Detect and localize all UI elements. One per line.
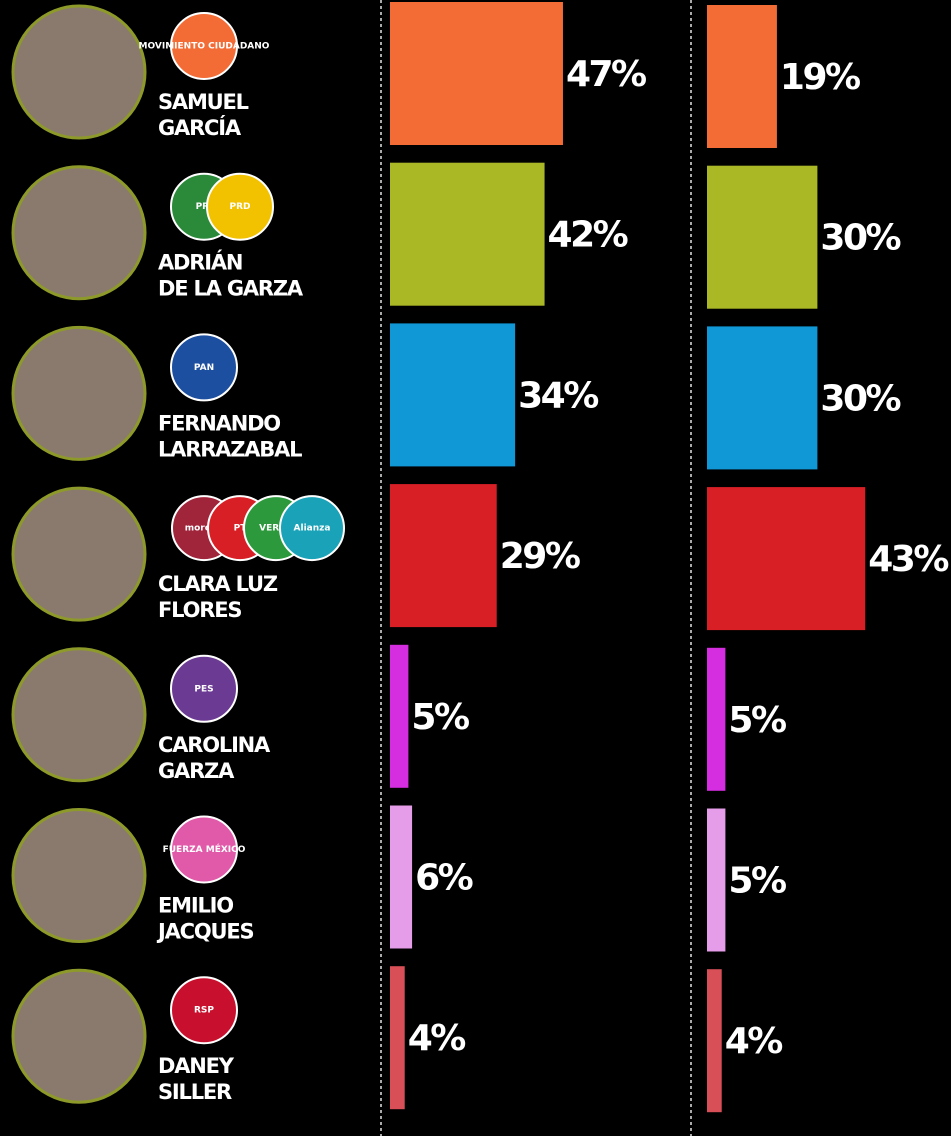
candidate-name: EMILIO — [158, 894, 233, 918]
value-label: 5% — [411, 697, 469, 738]
candidate-photo — [13, 6, 145, 138]
value-label: 6% — [415, 858, 473, 899]
bar — [390, 484, 497, 627]
bar — [390, 2, 563, 145]
candidate-name: SILLER — [158, 1080, 232, 1104]
bar — [390, 323, 515, 466]
bar — [707, 5, 777, 148]
candidate-name: CLARA LUZ — [158, 572, 278, 596]
party-name: PRD — [230, 202, 251, 212]
party-name: PES — [194, 684, 213, 694]
value-label: 29% — [500, 536, 580, 577]
value-label: 43% — [868, 539, 948, 580]
candidate-name: GARCÍA — [158, 115, 242, 140]
candidate-photo — [13, 970, 145, 1102]
bar — [707, 969, 722, 1112]
party-name: MOVIMIENTO CIUDADANO — [139, 42, 270, 52]
bar — [390, 645, 408, 788]
bar — [390, 966, 405, 1109]
party-name: RSP — [194, 1006, 214, 1016]
candidate-name: JACQUES — [156, 920, 254, 944]
candidate-photo — [13, 167, 145, 299]
candidate-name: LARRAZABAL — [158, 437, 302, 461]
value-label: 34% — [518, 375, 598, 416]
candidate-name: FERNANDO — [158, 411, 280, 435]
party-name: Alianza — [294, 524, 331, 534]
value-label: 42% — [548, 215, 628, 256]
bar — [707, 166, 817, 309]
candidate-name: DE LA GARZA — [158, 277, 304, 301]
candidate-name: SAMUEL — [158, 90, 249, 114]
candidate-name: CAROLINA — [158, 733, 271, 757]
candidate-photo — [13, 488, 145, 620]
bar — [707, 809, 725, 952]
value-label: 19% — [780, 57, 860, 98]
bar — [390, 163, 545, 306]
candidate-name: FLORES — [158, 598, 241, 622]
candidate-name: GARZA — [158, 759, 235, 783]
candidate-name: ADRIÁN — [158, 250, 242, 275]
bar — [390, 806, 412, 949]
value-label: 4% — [725, 1021, 783, 1062]
value-label: 4% — [408, 1018, 466, 1059]
party-name: PAN — [194, 363, 214, 373]
value-label: 47% — [566, 54, 646, 95]
bar — [707, 326, 817, 469]
candidate-photo — [13, 649, 145, 781]
candidate-photo — [13, 810, 145, 942]
value-label: 5% — [728, 700, 786, 741]
bar — [707, 648, 725, 791]
value-label: 30% — [820, 378, 900, 419]
value-label: 30% — [820, 218, 900, 259]
value-label: 5% — [728, 861, 786, 902]
bar — [707, 487, 865, 630]
party-name: FUERZA MÉXICO — [163, 843, 246, 855]
candidate-photo — [13, 327, 145, 459]
candidate-name: DANEY — [158, 1054, 235, 1078]
infographic: MOVIMIENTO CIUDADANOSAMUELGARCÍAPRIPRDAD… — [0, 0, 951, 1136]
